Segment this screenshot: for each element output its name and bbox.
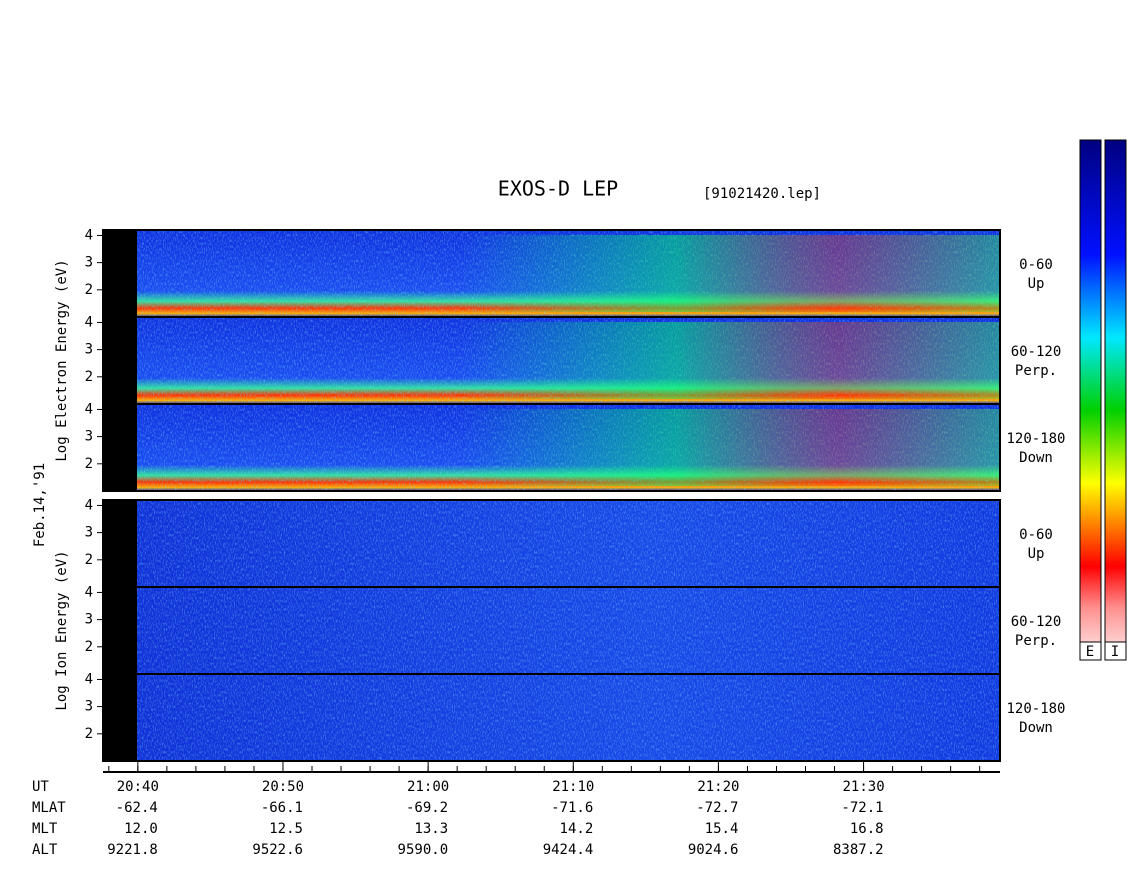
ephemeris-label: MLAT bbox=[32, 800, 66, 816]
ephemeris-value: -72.7 bbox=[696, 800, 738, 816]
x-tick-label: 20:40 bbox=[117, 779, 159, 795]
y-tick-label: 3 bbox=[85, 699, 93, 715]
ephemeris-value: 12.5 bbox=[269, 821, 303, 837]
x-tick-label: 21:30 bbox=[842, 779, 884, 795]
data-gap bbox=[103, 404, 137, 491]
panel-frame bbox=[102, 673, 1001, 762]
ephemeris-value: 12.0 bbox=[124, 821, 158, 837]
ephemeris-value: -69.2 bbox=[406, 800, 448, 816]
ephemeris-value: 14.2 bbox=[560, 821, 594, 837]
y-tick-label: 2 bbox=[85, 726, 93, 742]
ephemeris-value: 8387.2 bbox=[833, 842, 884, 858]
y-tick-label: 3 bbox=[85, 612, 93, 628]
date-label: Feb.14,'91 bbox=[32, 463, 48, 547]
y-tick-label: 4 bbox=[85, 497, 93, 513]
y-tick-label: 2 bbox=[85, 369, 93, 385]
data-gap bbox=[103, 674, 137, 761]
y-axis-label: Log Ion Energy (eV) bbox=[54, 550, 70, 710]
chart-subtitle: [91021420.lep] bbox=[703, 186, 821, 202]
panel-direction-label: Down bbox=[1019, 450, 1053, 466]
ephemeris-value: -72.1 bbox=[841, 800, 883, 816]
colorbar bbox=[1104, 139, 1127, 661]
ephemeris-value: 16.8 bbox=[850, 821, 884, 837]
colorbar-box bbox=[1079, 641, 1102, 661]
ephemeris-value: 15.4 bbox=[705, 821, 739, 837]
x-tick-label: 21:10 bbox=[552, 779, 594, 795]
panel-angle-label: 0-60 bbox=[1019, 257, 1053, 273]
y-tick-label: 4 bbox=[85, 401, 93, 417]
y-tick-label: 4 bbox=[85, 671, 93, 687]
data-gap bbox=[103, 230, 137, 317]
y-tick-label: 2 bbox=[85, 282, 93, 298]
ephemeris-value: 9024.6 bbox=[688, 842, 739, 858]
y-tick-label: 4 bbox=[85, 584, 93, 600]
panel-texture bbox=[137, 500, 1000, 587]
ephemeris-value: -62.4 bbox=[116, 800, 158, 816]
y-tick-label: 4 bbox=[85, 314, 93, 330]
panel-texture bbox=[137, 587, 1000, 674]
data-gap bbox=[103, 500, 137, 587]
x-tick-label: 21:20 bbox=[697, 779, 739, 795]
data-gap bbox=[103, 317, 137, 404]
panel-angle-label: 60-120 bbox=[1011, 344, 1062, 360]
y-tick-label: 2 bbox=[85, 552, 93, 568]
panel-angle-label: 120-180 bbox=[1006, 431, 1065, 447]
panel-direction-label: Up bbox=[1028, 546, 1045, 562]
ephemeris-label: UT bbox=[32, 779, 49, 795]
colorbar-label: I bbox=[1111, 644, 1119, 660]
y-tick-label: 3 bbox=[85, 342, 93, 358]
panel-direction-label: Perp. bbox=[1015, 363, 1057, 379]
spectrogram-panels bbox=[102, 229, 1001, 762]
ephemeris-value: 9221.8 bbox=[107, 842, 158, 858]
panel-frame bbox=[102, 403, 1001, 492]
y-tick-label: 2 bbox=[85, 456, 93, 472]
panel-texture bbox=[137, 674, 1000, 761]
ephemeris-value: -71.6 bbox=[551, 800, 593, 816]
colorbar-label: E bbox=[1086, 644, 1094, 660]
ephemeris-value: 9590.0 bbox=[398, 842, 449, 858]
ephemeris-value: 9522.6 bbox=[252, 842, 303, 858]
ephemeris-value: -66.1 bbox=[261, 800, 303, 816]
x-tick-label: 20:50 bbox=[262, 779, 304, 795]
y-axis-label: Log Electron Energy (eV) bbox=[54, 259, 70, 461]
colorbar-box bbox=[1104, 641, 1127, 661]
panel-direction-label: Up bbox=[1028, 276, 1045, 292]
y-tick-label: 2 bbox=[85, 639, 93, 655]
y-tick-label: 3 bbox=[85, 255, 93, 271]
ephemeris-value: 9424.4 bbox=[543, 842, 594, 858]
panel-angle-label: 120-180 bbox=[1006, 701, 1065, 717]
panel-direction-label: Perp. bbox=[1015, 633, 1057, 649]
data-gap bbox=[103, 587, 137, 674]
y-tick-label: 3 bbox=[85, 525, 93, 541]
ephemeris-label: MLT bbox=[32, 821, 58, 837]
panel-angle-label: 0-60 bbox=[1019, 527, 1053, 543]
ephemeris-label: ALT bbox=[32, 842, 58, 858]
chart-title: EXOS-D LEP bbox=[498, 177, 618, 201]
panel-angle-label: 60-120 bbox=[1011, 614, 1062, 630]
y-tick-label: 3 bbox=[85, 429, 93, 445]
panel-activity bbox=[460, 409, 1000, 486]
x-tick-label: 21:00 bbox=[407, 779, 449, 795]
panel-activity bbox=[460, 235, 1000, 312]
panel-direction-label: Down bbox=[1019, 720, 1053, 736]
colorbar bbox=[1079, 139, 1102, 661]
y-tick-label: 4 bbox=[85, 227, 93, 243]
panel-activity bbox=[460, 322, 1000, 399]
ephemeris-value: 13.3 bbox=[414, 821, 448, 837]
